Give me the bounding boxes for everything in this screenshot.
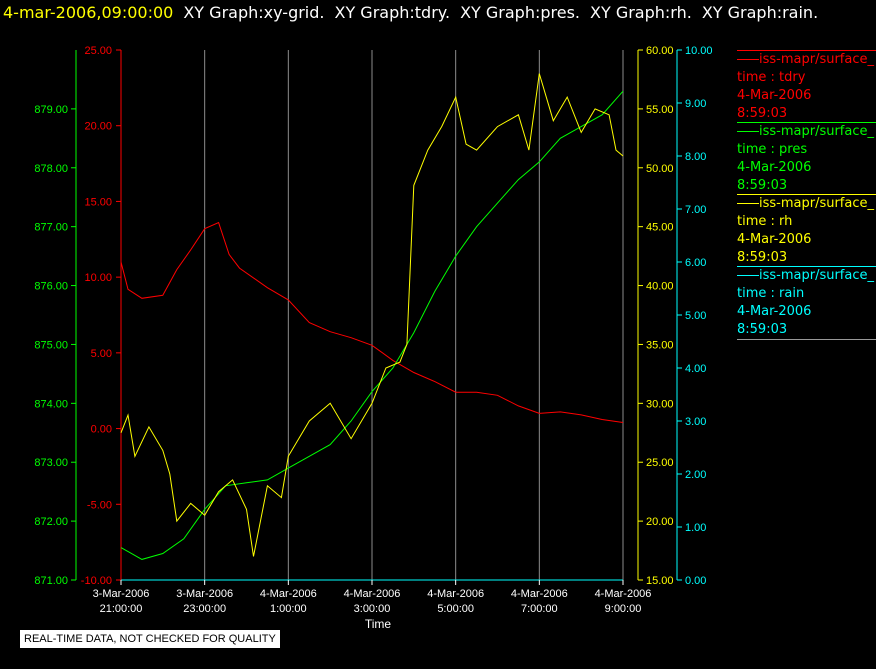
rh-tick-label: 15.00	[646, 575, 674, 587]
x-tick-label-time: 21:00:00	[100, 603, 143, 615]
tdry-tick-label: 25.00	[84, 45, 112, 57]
legend-date: 4-Mar-2006	[737, 160, 812, 175]
rain-tick-label: 0.00	[685, 575, 706, 587]
legend-source: iss-mapr/surface_	[759, 268, 875, 283]
legend-entry-rain: iss-mapr/surface_ time : rain 4-Mar-2006…	[737, 266, 876, 340]
tdry-tick-label: 0.00	[91, 424, 112, 436]
legend-date: 4-Mar-2006	[737, 232, 812, 247]
pres-tick-label: 875.00	[34, 339, 68, 351]
x-tick-label-date: 4-Mar-2006	[260, 588, 317, 600]
header-graph-xy-grid: XY Graph:xy-grid.	[183, 3, 325, 22]
legend-var: time : rh	[737, 214, 793, 229]
x-axis-ticks: 3-Mar-2006 21:00:00 3-Mar-2006 23:00:00 4-Ma…	[93, 580, 652, 615]
legend-date: 4-Mar-2006	[737, 304, 812, 319]
pres-tick-label: 871.00	[34, 575, 68, 587]
legend-time: 8:59:03	[737, 250, 788, 265]
pres-tick-label: 874.00	[34, 398, 68, 410]
x-tick-label-date: 3-Mar-2006	[176, 588, 233, 600]
legend-time: 8:59:03	[737, 106, 788, 121]
header-timestamp: 4-mar-2006,09:00:00	[3, 3, 174, 22]
legend-source: iss-mapr/surface_	[759, 52, 875, 67]
legend-var: time : tdry	[737, 70, 806, 85]
rain-tick-label: 3.00	[685, 416, 706, 428]
legend-source: iss-mapr/surface_	[759, 124, 875, 139]
pres-tick-label: 872.00	[34, 516, 68, 528]
x-tick-label-date: 4-Mar-2006	[595, 588, 652, 600]
rh-tick-label: 20.00	[646, 516, 674, 528]
rain-tick-label: 2.00	[685, 469, 706, 481]
tdry-tick-label: -5.00	[87, 499, 112, 511]
tdry-tick-label: 20.00	[84, 121, 112, 133]
tdry-tick-label: 15.00	[84, 196, 112, 208]
rh-series-line	[120, 73, 624, 557]
x-tick-label-time: 3:00:00	[354, 603, 391, 615]
header-graph-rain: XY Graph:rain.	[701, 3, 819, 22]
x-tick-label-date: 4-Mar-2006	[511, 588, 568, 600]
legend-var: time : rain	[737, 286, 805, 301]
rain-tick-label: 9.00	[685, 98, 706, 110]
x-axis-label: Time	[365, 617, 392, 631]
header-graph-tdry: XY Graph:tdry.	[334, 3, 451, 22]
pres-tick-label: 879.00	[34, 104, 68, 116]
legend-entry-pres: iss-mapr/surface_ time : pres 4-Mar-2006…	[737, 122, 876, 195]
legend-entry-rh: iss-mapr/surface_ time : rh 4-Mar-2006 8…	[737, 194, 876, 267]
axes: 871.00 872.00 873.00 874.00 875.00 876.00 877.…	[34, 45, 712, 587]
rh-tick-label: 55.00	[646, 104, 674, 116]
pres-tick-label: 878.00	[34, 163, 68, 175]
x-tick-label-date: 4-Mar-2006	[344, 588, 401, 600]
tdry-tick-label: 10.00	[84, 272, 112, 284]
x-tick-label-time: 1:00:00	[270, 603, 307, 615]
rain-tick-label: 4.00	[685, 363, 706, 375]
legend-var: time : pres	[737, 142, 808, 157]
rh-tick-label: 45.00	[646, 222, 674, 234]
pres-tick-label: 877.00	[34, 222, 68, 234]
pres-tick-label: 876.00	[34, 281, 68, 293]
tdry-tick-label: -10.00	[81, 575, 112, 587]
x-tick-label-time: 5:00:00	[437, 603, 474, 615]
legend-date: 4-Mar-2006	[737, 88, 812, 103]
rain-tick-label: 5.00	[685, 310, 706, 322]
x-tick-label-time: 7:00:00	[521, 603, 558, 615]
rain-tick-label: 10.00	[685, 45, 713, 57]
pres-tick-label: 873.00	[34, 457, 68, 469]
legend-time: 8:59:03	[737, 322, 788, 337]
chart-title-bar: 4-mar-2006,09:00:00 XY Graph:xy-grid. XY G…	[0, 0, 876, 26]
rain-tick-label: 7.00	[685, 204, 706, 216]
x-tick-label-date: 4-Mar-2006	[427, 588, 484, 600]
rain-tick-label: 8.00	[685, 151, 706, 163]
x-tick-label-time: 23:00:00	[183, 603, 226, 615]
rh-tick-label: 60.00	[646, 45, 674, 57]
tdry-tick-label: 5.00	[91, 348, 112, 360]
rh-tick-label: 40.00	[646, 281, 674, 293]
rain-tick-label: 6.00	[685, 257, 706, 269]
header-graph-pres: XY Graph:pres.	[460, 3, 580, 22]
quality-disclaimer: REAL-TIME DATA, NOT CHECKED FOR QUALITY	[20, 630, 280, 648]
tdry-series-line	[120, 221, 624, 423]
x-tick-label-time: 9:00:00	[605, 603, 642, 615]
rain-tick-label: 1.00	[685, 522, 706, 534]
legend-entry-tdry: iss-mapr/surface_ time : tdry 4-Mar-2006…	[737, 50, 876, 123]
rh-tick-label: 25.00	[646, 457, 674, 469]
rh-tick-label: 50.00	[646, 163, 674, 175]
legend-source: iss-mapr/surface_	[759, 196, 875, 211]
header-graph-rh: XY Graph:rh.	[590, 3, 692, 22]
pres-series-line	[120, 90, 624, 560]
x-tick-label-date: 3-Mar-2006	[93, 588, 150, 600]
rh-tick-label: 30.00	[646, 398, 674, 410]
rh-tick-label: 35.00	[646, 339, 674, 351]
legend-time: 8:59:03	[737, 178, 788, 193]
vertical-grid	[120, 50, 624, 580]
